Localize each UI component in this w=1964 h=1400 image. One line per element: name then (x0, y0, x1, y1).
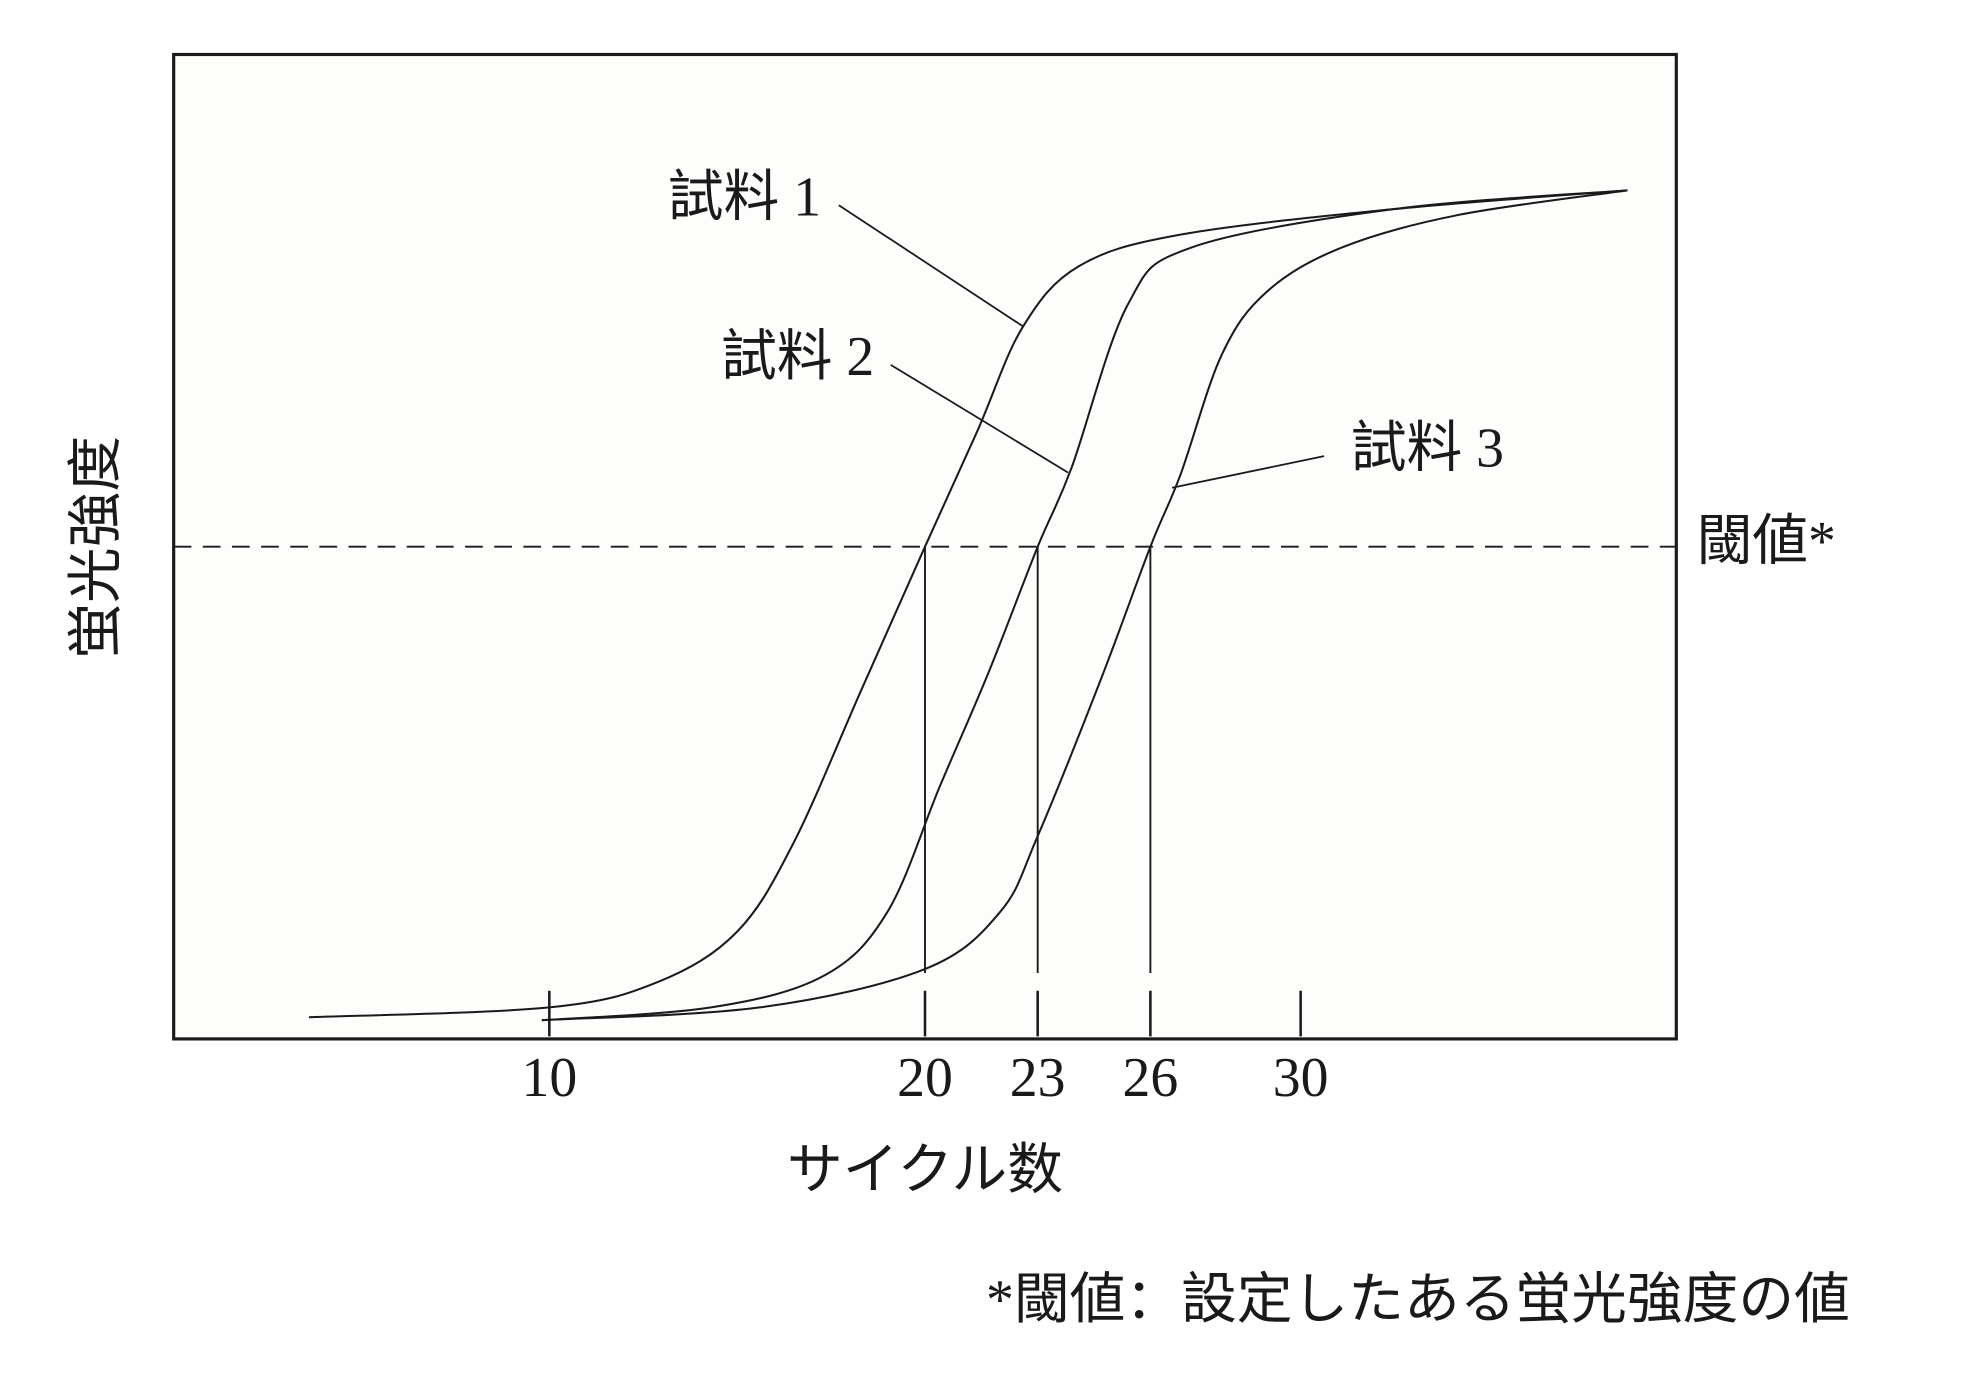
threshold-label: 閾値* (1697, 510, 1836, 572)
x-tick-label: 10 (521, 1047, 577, 1109)
x-tick-label: 23 (1010, 1047, 1066, 1109)
series-label: 試料 2 (721, 326, 874, 388)
leader-line (1171, 455, 1325, 489)
series-line (541, 189, 1628, 1022)
series-line (308, 189, 1628, 1019)
x-axis-label: サイクル数 (787, 1140, 1063, 1202)
x-tick-label: 30 (1273, 1047, 1329, 1109)
series-line (541, 189, 1628, 1022)
series-label: 試料 3 (1351, 417, 1504, 479)
leader-line (838, 204, 1025, 328)
leader-line (890, 364, 1069, 474)
x-tick-label: 20 (897, 1047, 953, 1109)
y-axis-label: 蛍光強度 (65, 436, 127, 659)
footnote: *閾値：設定したある蛍光強度の値 (986, 1269, 1850, 1331)
series-label: 試料 1 (668, 167, 821, 229)
x-tick-label: 26 (1123, 1047, 1179, 1109)
